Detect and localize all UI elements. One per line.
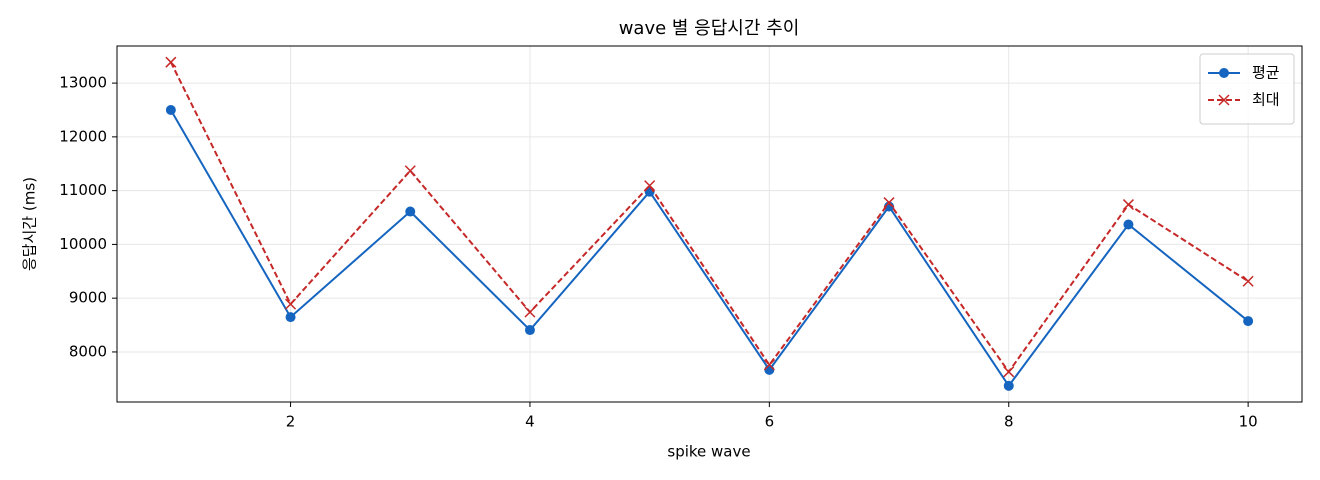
x-tick-label: 8	[1004, 413, 1014, 431]
marker	[285, 298, 297, 310]
marker	[165, 56, 177, 68]
series-line	[169, 61, 1249, 374]
series-line	[169, 109, 1249, 388]
marker	[404, 165, 416, 177]
x-tick-label: 10	[1239, 413, 1258, 431]
marker	[165, 104, 176, 115]
y-tick-label: 9000	[69, 289, 107, 307]
legend-marker	[1219, 68, 1229, 78]
marker	[883, 197, 895, 209]
marker	[1242, 275, 1254, 287]
y-tick-label: 11000	[59, 181, 107, 199]
marker	[763, 359, 775, 371]
chart-title: wave 별 응답시간 추이	[619, 18, 800, 39]
marker	[1003, 366, 1015, 378]
y-axis-label: 응답시간 (ms)	[21, 177, 39, 271]
x-tick-label: 2	[286, 413, 296, 431]
marker	[1003, 380, 1014, 391]
marker	[644, 180, 656, 192]
plot-frame	[116, 45, 1303, 403]
y-tick-label: 12000	[59, 127, 107, 145]
marker	[1122, 199, 1134, 211]
y-tick-label: 10000	[59, 235, 107, 253]
marker	[1243, 316, 1254, 327]
marker	[1123, 219, 1134, 230]
y-tick-label: 13000	[59, 74, 107, 92]
x-axis-label: spike wave	[667, 443, 750, 461]
marker	[524, 306, 536, 318]
legend-label: 최대	[1252, 91, 1280, 109]
marker	[524, 325, 535, 336]
y-tick-label: 8000	[69, 342, 107, 360]
marker	[405, 206, 416, 217]
legend-label: 평균	[1252, 64, 1280, 82]
marker	[764, 364, 775, 375]
legend-box	[1199, 53, 1295, 125]
legend-marker	[1218, 94, 1230, 106]
x-tick-label: 6	[765, 413, 775, 431]
marker	[285, 312, 296, 323]
x-tick-label: 4	[525, 413, 535, 431]
